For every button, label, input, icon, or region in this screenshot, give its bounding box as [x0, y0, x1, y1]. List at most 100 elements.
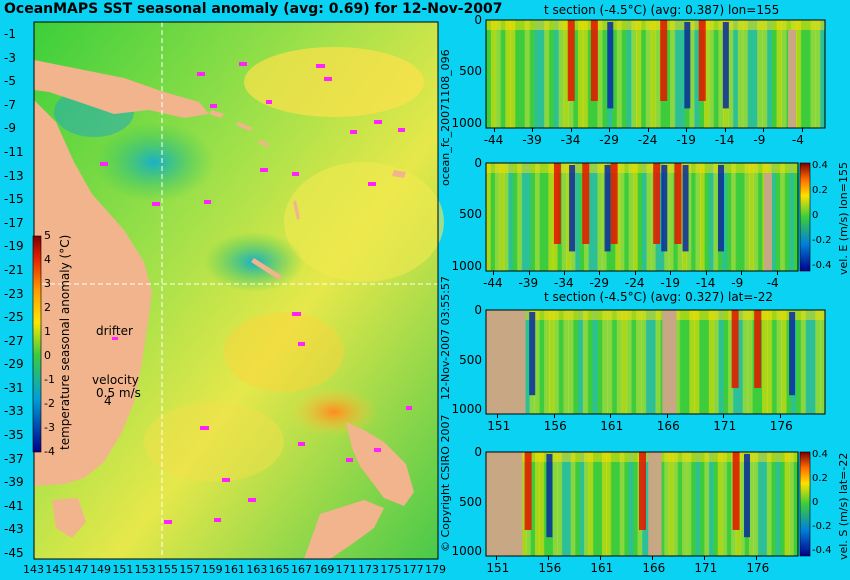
section-column: [642, 163, 648, 271]
section-x-tick-mark: [493, 271, 495, 275]
section-x-tick-mark: [763, 128, 765, 132]
section-column: [789, 452, 795, 556]
section-column: [499, 163, 505, 271]
section-column: [747, 310, 753, 414]
section-y-tick: 0: [474, 445, 482, 459]
section-column: [713, 163, 719, 271]
warm-band: [653, 163, 661, 244]
section-x-tick-mark: [756, 556, 758, 560]
section-column: [820, 310, 826, 414]
map-lon-tick: 155: [157, 563, 178, 576]
section-column: [621, 20, 628, 128]
map-colorbar-tick: 0: [44, 349, 51, 362]
map-lat-tick: -37: [4, 451, 24, 466]
section-column: [561, 452, 567, 556]
section-column: [490, 163, 496, 271]
map-colorbar-tick: 3: [44, 277, 51, 290]
section-column: [602, 20, 608, 128]
section-column: [524, 310, 531, 414]
section-column: [495, 20, 502, 128]
section-y-tick: 1000: [451, 402, 482, 417]
section-x-tick-mark: [776, 271, 778, 275]
section-column: [628, 163, 634, 271]
section-column: [762, 452, 768, 556]
warm-band: [660, 20, 668, 101]
section-column: [544, 310, 550, 414]
section-column: [766, 310, 773, 414]
copyright-label: © Copyright CSIRO 2007: [439, 414, 452, 552]
section-column: [744, 163, 750, 271]
section-column: [521, 163, 527, 271]
section-column: [753, 452, 759, 556]
run-id-label: ocean_fc_20071108_096: [439, 49, 452, 186]
map-lon-tick: 173: [358, 563, 379, 576]
section-column: [510, 20, 516, 128]
section-column: [606, 452, 612, 556]
section-column: [686, 452, 692, 556]
section-y-tick: 0: [474, 156, 482, 170]
section-column: [539, 20, 545, 128]
section-x-tick-mark: [666, 414, 668, 418]
map-lon-tick: 149: [90, 563, 111, 576]
section-column: [588, 452, 594, 556]
section-x-tick-mark: [610, 414, 612, 418]
section-column: [558, 20, 565, 128]
section-column: [699, 163, 705, 271]
section-column: [530, 452, 536, 556]
section-x-tick-mark: [564, 271, 565, 275]
section-column: [524, 20, 531, 128]
section-column: [776, 20, 783, 128]
map-lon-tick: 153: [134, 563, 156, 576]
section-column: [558, 310, 565, 414]
map-colorbar-tick: -3: [44, 421, 55, 434]
cold-band: [744, 454, 750, 538]
section-column: [691, 163, 697, 271]
land-new-guinea: [34, 60, 209, 118]
section-column: [552, 452, 558, 556]
land-mask: [662, 310, 677, 414]
map-lon-tick: 165: [268, 563, 290, 576]
section-column: [486, 163, 492, 271]
section-x-tick-mark: [600, 556, 602, 560]
section-column: [775, 163, 781, 271]
section-column: [579, 163, 585, 271]
section-x-tick-mark: [528, 271, 530, 275]
section-x-tick: -44: [483, 276, 503, 290]
timestamp-label: 12-Nov-2007 03:55:57: [439, 275, 452, 400]
section-column: [633, 163, 639, 271]
section-column: [682, 452, 688, 556]
section-column: [563, 310, 569, 414]
section-column: [737, 20, 744, 128]
section-column: [607, 310, 613, 414]
section-column: [728, 310, 734, 414]
cold-band: [684, 22, 691, 109]
section-column: [582, 20, 589, 128]
section-column: [579, 452, 585, 556]
section-column: [795, 20, 802, 128]
section-column: [646, 163, 652, 271]
section-x-tick: -4: [791, 133, 804, 147]
section-column: [780, 163, 786, 271]
section-column: [771, 163, 777, 271]
section-column: [570, 452, 576, 556]
section-column: [655, 20, 661, 128]
section-column: [732, 20, 739, 128]
section-column: [668, 452, 674, 556]
map-lat-tick: -15: [4, 192, 24, 207]
section-colorbar-label: vel. S (m/s) lat=-22: [837, 452, 850, 560]
section-column: [626, 20, 632, 128]
section-column: [820, 20, 826, 128]
map-lat-tick: -11: [4, 144, 24, 159]
section-column: [795, 310, 802, 414]
section-y-tick: 0: [474, 303, 482, 317]
section-column: [742, 310, 749, 414]
section-column: [713, 452, 719, 556]
section-column: [713, 20, 720, 128]
section-column: [610, 452, 616, 556]
warm-band: [732, 452, 740, 530]
section-x-tick: -4: [766, 276, 779, 290]
map-lon-tick: 171: [335, 563, 357, 576]
section-column: [587, 310, 594, 414]
map-lat-tick: -45: [4, 546, 24, 560]
map-lon-tick: 175: [380, 563, 402, 576]
